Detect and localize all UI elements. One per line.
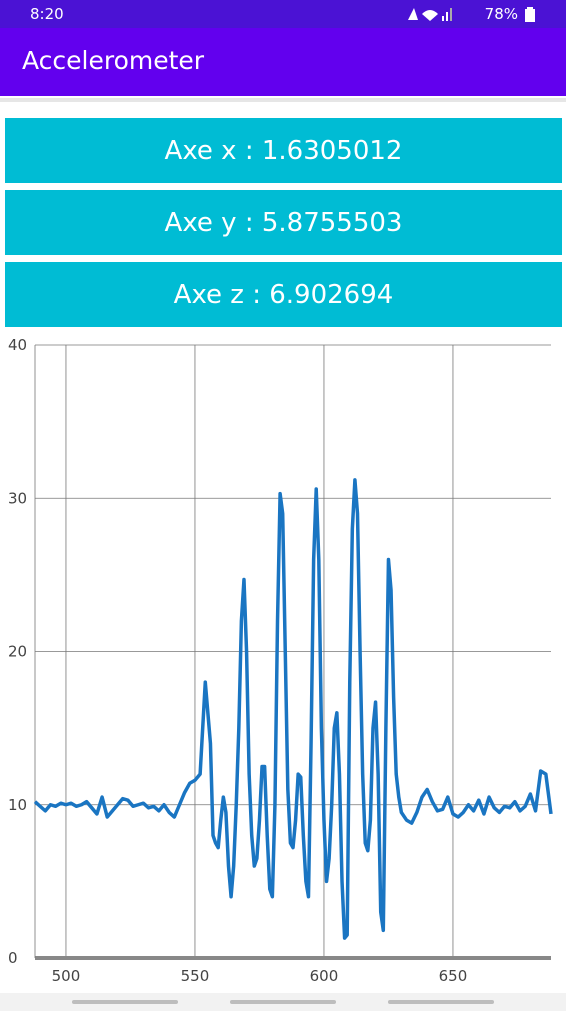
data-line xyxy=(33,478,553,940)
x-tick-label: 600 xyxy=(310,967,339,985)
battery-icon xyxy=(525,7,535,22)
signal-icons xyxy=(408,8,452,21)
nav-bar xyxy=(0,993,566,1011)
y-tick-label: 40 xyxy=(8,336,27,354)
y-tick-label: 0 xyxy=(8,949,18,967)
nav-button[interactable] xyxy=(72,1000,178,1004)
app-title: Accelerometer xyxy=(22,46,205,75)
axis-button[interactable]: Axe x : 1.6305012 xyxy=(5,118,562,183)
time: 8:20 xyxy=(30,5,64,23)
x-tick-label: 650 xyxy=(439,967,468,985)
nav-button[interactable] xyxy=(388,1000,494,1004)
nav-button[interactable] xyxy=(230,1000,336,1004)
app-bar: Accelerometer xyxy=(0,28,566,96)
y-tick-label: 20 xyxy=(8,643,27,661)
battery: 78% xyxy=(484,5,518,23)
axis-button[interactable]: Axe y : 5.8755503 xyxy=(5,190,562,255)
x-tick-label: 500 xyxy=(52,967,81,985)
chart: 0 10 20 30 40 500 550 600 650 xyxy=(8,336,553,985)
axis-button[interactable]: Axe z : 6.902694 xyxy=(5,262,562,327)
x-tick-label: 550 xyxy=(181,967,210,985)
y-tick-label: 30 xyxy=(8,489,27,507)
y-tick-label: 10 xyxy=(8,796,27,814)
status-bar: 8:20 78% xyxy=(0,0,566,28)
divider xyxy=(0,98,566,102)
